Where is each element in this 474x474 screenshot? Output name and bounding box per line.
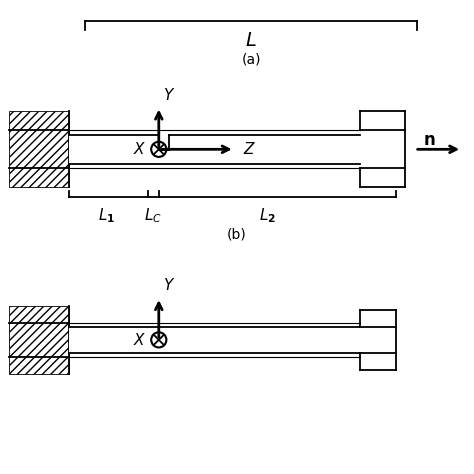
Bar (9, 306, 69, 374)
Text: $\boldsymbol{\mathit{Y}}$: $\boldsymbol{\mathit{Y}}$ (163, 87, 175, 103)
Bar (69, 327, 360, 353)
Text: $\boldsymbol{\mathit{X}}$: $\boldsymbol{\mathit{X}}$ (133, 332, 146, 348)
Text: (a): (a) (241, 52, 261, 66)
Text: $\boldsymbol{\mathit{X}}$: $\boldsymbol{\mathit{X}}$ (133, 141, 146, 157)
Bar (9, 306, 69, 374)
Bar (360, 111, 405, 187)
Text: $\boldsymbol{\mathit{L}}$: $\boldsymbol{\mathit{L}}$ (246, 31, 257, 50)
Bar (9, 111, 69, 187)
Text: $\boldsymbol{\mathit{L}}_\mathbf{\mathit{C}}$: $\boldsymbol{\mathit{L}}_\mathbf{\mathit… (144, 206, 162, 225)
Text: $\boldsymbol{\mathit{Y}}$: $\boldsymbol{\mathit{Y}}$ (163, 277, 175, 293)
Text: $\mathbf{n}$: $\mathbf{n}$ (423, 131, 435, 149)
Text: (b): (b) (227, 228, 247, 242)
Text: $\boldsymbol{\mathit{Z}}$: $\boldsymbol{\mathit{Z}}$ (243, 141, 256, 157)
Text: $\boldsymbol{\mathit{L}}_\mathbf{2}$: $\boldsymbol{\mathit{L}}_\mathbf{2}$ (259, 206, 276, 225)
Text: $\boldsymbol{\mathit{L}}_\mathbf{1}$: $\boldsymbol{\mathit{L}}_\mathbf{1}$ (98, 206, 115, 225)
Polygon shape (69, 135, 360, 164)
Bar (360, 310, 396, 370)
Bar (9, 111, 69, 187)
